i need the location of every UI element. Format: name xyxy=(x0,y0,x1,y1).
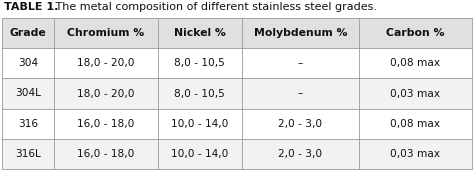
Text: 8,0 - 10,5: 8,0 - 10,5 xyxy=(174,89,225,98)
Text: 2,0 - 3,0: 2,0 - 3,0 xyxy=(278,119,322,129)
Text: 304L: 304L xyxy=(15,89,41,98)
Text: 316L: 316L xyxy=(15,149,41,159)
Text: 0,08 max: 0,08 max xyxy=(391,119,440,129)
Text: 18,0 - 20,0: 18,0 - 20,0 xyxy=(77,89,134,98)
Text: 18,0 - 20,0: 18,0 - 20,0 xyxy=(77,58,134,68)
Text: Grade: Grade xyxy=(9,28,46,38)
Text: 0,03 max: 0,03 max xyxy=(391,149,440,159)
Bar xyxy=(2,139,472,169)
Bar xyxy=(2,18,472,48)
Bar xyxy=(2,48,472,78)
Text: –: – xyxy=(298,89,303,98)
Text: Nickel %: Nickel % xyxy=(174,28,226,38)
Text: 304: 304 xyxy=(18,58,38,68)
Text: 10,0 - 14,0: 10,0 - 14,0 xyxy=(171,149,228,159)
Text: 16,0 - 18,0: 16,0 - 18,0 xyxy=(77,119,134,129)
Text: 2,0 - 3,0: 2,0 - 3,0 xyxy=(278,149,322,159)
Text: 8,0 - 10,5: 8,0 - 10,5 xyxy=(174,58,225,68)
Text: 0,08 max: 0,08 max xyxy=(391,58,440,68)
Text: –: – xyxy=(298,58,303,68)
Text: 0,03 max: 0,03 max xyxy=(391,89,440,98)
Text: TABLE 1.: TABLE 1. xyxy=(4,2,58,12)
Text: Chromium %: Chromium % xyxy=(67,28,144,38)
Bar xyxy=(2,78,472,109)
Text: 10,0 - 14,0: 10,0 - 14,0 xyxy=(171,119,228,129)
Text: Carbon %: Carbon % xyxy=(386,28,445,38)
Text: 316: 316 xyxy=(18,119,38,129)
Text: The metal composition of different stainless steel grades.: The metal composition of different stain… xyxy=(52,2,377,12)
Bar xyxy=(2,109,472,139)
Text: 16,0 - 18,0: 16,0 - 18,0 xyxy=(77,149,134,159)
Text: Molybdenum %: Molybdenum % xyxy=(254,28,347,38)
